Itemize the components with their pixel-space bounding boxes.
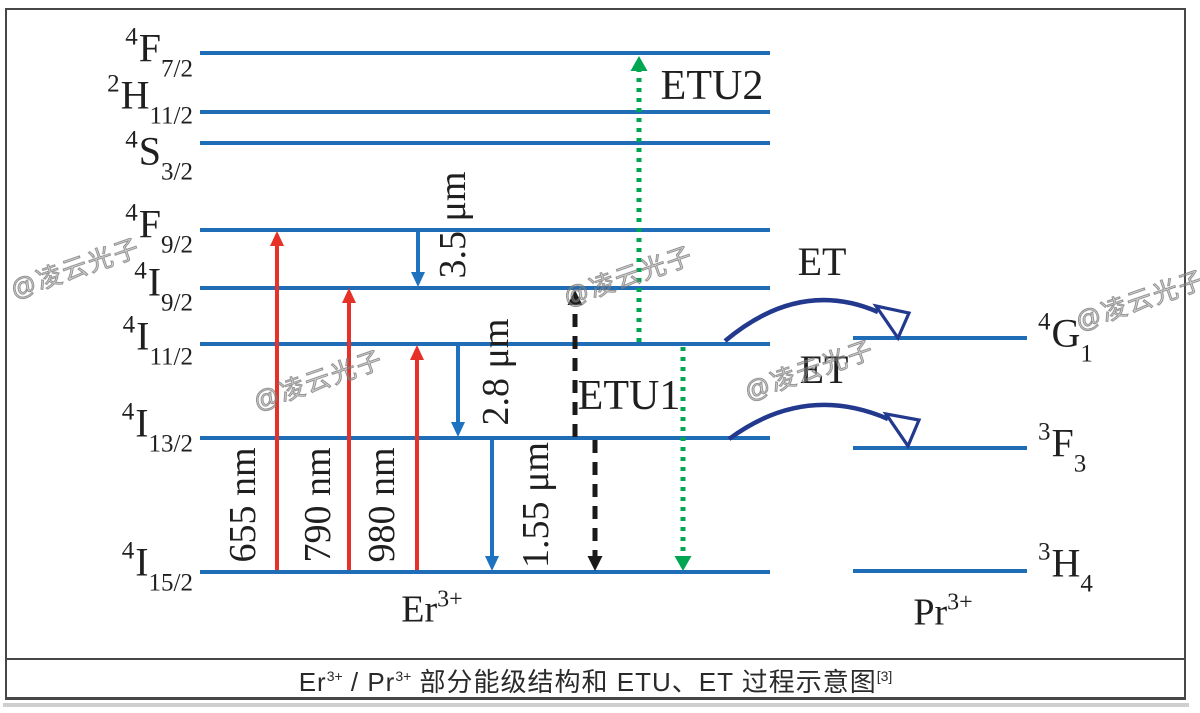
emission-arrow-head	[411, 272, 425, 287]
etu2-down-arrow-head	[674, 556, 692, 571]
er-level-label: 4I11/2	[122, 311, 193, 371]
emission-arrow-head	[451, 422, 465, 437]
pump-wavelength-label: 655 nm	[222, 447, 264, 563]
pump-wavelength-label: 790 nm	[297, 447, 339, 563]
emission-wavelength-label: 1.55 μm	[515, 442, 557, 568]
pump-arrow-head	[410, 345, 424, 360]
pump-wavelength-label: 980 nm	[361, 447, 403, 563]
emission-wavelength-label: 3.5 μm	[432, 171, 474, 279]
er-level-label: 4S3/2	[125, 126, 193, 186]
er-level-label: 2H11/2	[107, 70, 193, 130]
page-edge-strip	[3, 703, 1189, 707]
figure-caption: Er3+ / Pr3+ 部分能级结构和 ETU、ET 过程示意图[3]	[298, 667, 893, 697]
pr-level-label: 4G1	[1038, 308, 1093, 368]
et-arc	[727, 402, 889, 441]
caption-bar: Er3+ / Pr3+ 部分能级结构和 ETU、ET 过程示意图[3]	[5, 658, 1186, 701]
er-level-label: 4I15/2	[121, 537, 193, 597]
er-level-label: 4I13/2	[121, 398, 193, 458]
etu1-up-arrow-head	[567, 290, 583, 305]
emission-wavelength-label: 2.8 μm	[475, 318, 517, 426]
etu2-label: ETU2	[660, 63, 764, 109]
et-arc-head	[882, 411, 922, 450]
et-label: ET	[797, 239, 847, 284]
pump-arrow-head	[270, 231, 284, 246]
etu2-up-arrow-head	[630, 56, 648, 71]
er-level-label: 4F9/2	[125, 199, 193, 259]
er-level-label: 4F7/2	[125, 23, 193, 83]
figure-border	[5, 8, 1186, 700]
et-label: ET	[799, 347, 849, 392]
pr-level-label: 3H4	[1038, 538, 1093, 598]
et-arc-head	[872, 303, 912, 342]
emission-arrow-head	[485, 556, 499, 571]
pump-arrow-head	[342, 288, 356, 303]
etu1-down-arrow-head	[587, 556, 603, 571]
et-arc	[723, 297, 879, 343]
pr-ion-label: Pr3+	[913, 589, 973, 634]
er-level-label: 4I9/2	[134, 257, 193, 317]
pr-level-label: 3F3	[1038, 418, 1087, 478]
er-ion-label: Er3+	[401, 586, 463, 631]
etu1-label: ETU1	[577, 373, 681, 419]
